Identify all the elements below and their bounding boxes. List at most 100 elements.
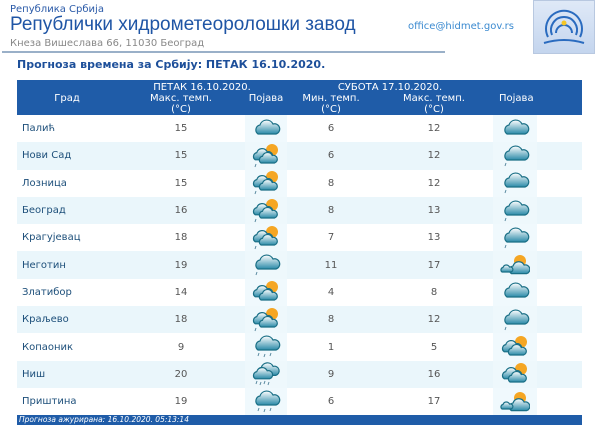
table-row: Приштина 19 6 17 [17, 387, 582, 416]
table-row: Копаоник 9 1 5 [17, 333, 582, 361]
table-row: Краљево 18 8 12 [17, 306, 582, 334]
day1-phenomenon [245, 360, 287, 388]
day2-max-temp: 13 [427, 232, 441, 244]
city-name: Нови Сад [17, 142, 117, 170]
sun-behind-cloud-icon [500, 391, 530, 411]
day1-max-temp: 15 [174, 123, 188, 135]
sun-cloud-drizzle-icon [252, 225, 278, 249]
day2-min-temp: 8 [287, 196, 375, 225]
table-row: Палић 15 6 12 [17, 115, 582, 143]
forecast-table: Град ПЕТАК 16.10.2020. СУБОТА 17.10.2020… [17, 80, 582, 416]
sun-cloud-icon [501, 336, 527, 356]
day1-max-temp: 19 [117, 251, 245, 279]
city-name: Копаоник [22, 341, 74, 353]
spacer [537, 360, 582, 388]
email-link[interactable]: office@hidmet.gov.rs [408, 21, 515, 32]
table-row: Златибор 14 4 8 [17, 278, 582, 307]
col-day2-phenomenon: Појава [493, 80, 582, 115]
sun-behind-cloud-icon [500, 255, 530, 275]
day2-phenomenon [493, 224, 537, 252]
day2-min-temp: 8 [327, 177, 335, 189]
day2-max-temp: 8 [430, 286, 438, 298]
day2-max-temp: 12 [375, 306, 493, 334]
day2-phenomenon [493, 115, 537, 143]
day2-min-temp: 11 [287, 251, 375, 279]
updated-footer: Прогноза ажурирана: 16.10.2020. 05:13:14 [17, 415, 582, 425]
header-divider [2, 51, 445, 53]
city-name: Палић [22, 123, 56, 135]
city-name: Београд [17, 196, 117, 225]
day2-header: СУБОТА 17.10.2020. [287, 80, 493, 93]
forecast-title: Прогноза времена за Србију: ПЕТАК 16.10.… [17, 58, 326, 71]
spacer [537, 306, 582, 334]
logo-emblem-icon [543, 9, 585, 44]
spacer [537, 170, 582, 197]
cloud-drizzle-icon [504, 227, 530, 248]
day2-min-temp: 8 [287, 306, 375, 334]
day1-phenomenon [245, 306, 287, 334]
day2-phenomenon [493, 333, 537, 361]
spacer [537, 251, 582, 279]
day2-phenomenon [493, 360, 537, 388]
day1-max-temp: 18 [174, 232, 188, 244]
cloud-icon [504, 282, 530, 299]
sun-cloud-drizzle-icon [252, 307, 278, 331]
cloud-drizzle-icon [504, 199, 530, 221]
cloud-drizzle-icon [504, 145, 530, 167]
day1-max-temp: 14 [174, 286, 188, 298]
day1-phenomenon [245, 224, 287, 252]
day1-max-temp: 18 [117, 306, 245, 334]
logo [533, 0, 595, 54]
city-name: Крагујевац [22, 232, 81, 244]
day1-max-temp: 9 [177, 341, 185, 353]
spacer [537, 115, 582, 142]
table-row: Крагујевац 18 7 13 [17, 224, 582, 252]
day2-phenomenon [493, 142, 537, 170]
day1-phenomenon [245, 251, 287, 279]
day2-max-temp: 5 [430, 341, 438, 353]
city-name: Лозница [22, 177, 67, 189]
spacer [537, 196, 582, 225]
cloud-rain-icon [255, 335, 281, 358]
city-name: Краљево [17, 306, 117, 334]
cloud-drizzle-icon [504, 309, 530, 330]
day1-phenomenon [245, 387, 287, 416]
table-row: Нови Сад 15 6 12 [17, 142, 582, 170]
day2-min-temp: 9 [287, 360, 375, 388]
day1-header: ПЕТАК 16.10.2020. [117, 80, 287, 93]
sun-cloud-drizzle-icon [252, 171, 278, 195]
country-label: Република Србија [10, 4, 104, 15]
table-row: Неготин 19 11 17 [17, 251, 582, 279]
table-row: Београд 16 8 13 [17, 196, 582, 225]
day2-phenomenon [493, 387, 537, 416]
col-day1-phenomenon: Појава [245, 93, 287, 115]
day2-min-temp: 6 [287, 142, 375, 170]
day2-phenomenon [493, 169, 537, 197]
address: Кнеза Вишеслава 66, 11030 Београд [10, 38, 205, 49]
day1-phenomenon [245, 333, 287, 361]
heavy-cloud-rain-icon [252, 362, 280, 386]
day2-max-temp: 16 [375, 360, 493, 388]
day1-phenomenon [245, 142, 287, 170]
day1-max-temp: 15 [117, 142, 245, 170]
sun-cloud-icon [252, 281, 278, 302]
cloud-drizzle-icon [255, 254, 281, 276]
day2-min-temp: 1 [327, 341, 335, 353]
day2-max-temp: 17 [427, 396, 441, 408]
day2-max-temp: 12 [427, 123, 441, 135]
day2-phenomenon [493, 306, 537, 334]
city-name: Приштина [22, 396, 77, 408]
col-day1-max: Макс. темп. (°C) [117, 93, 245, 115]
spacer [537, 388, 582, 415]
col-city: Град [17, 80, 117, 115]
day2-phenomenon [493, 251, 537, 279]
day2-max-temp: 12 [375, 142, 493, 170]
sun-cloud-drizzle-icon [252, 143, 278, 168]
day2-min-temp: 4 [327, 286, 335, 298]
city-name: Неготин [17, 251, 117, 279]
day1-max-temp: 20 [117, 360, 245, 388]
day2-min-temp: 6 [327, 396, 335, 408]
day2-min-temp: 7 [327, 232, 335, 244]
day2-min-temp: 6 [327, 123, 335, 135]
day1-max-temp: 16 [117, 196, 245, 225]
